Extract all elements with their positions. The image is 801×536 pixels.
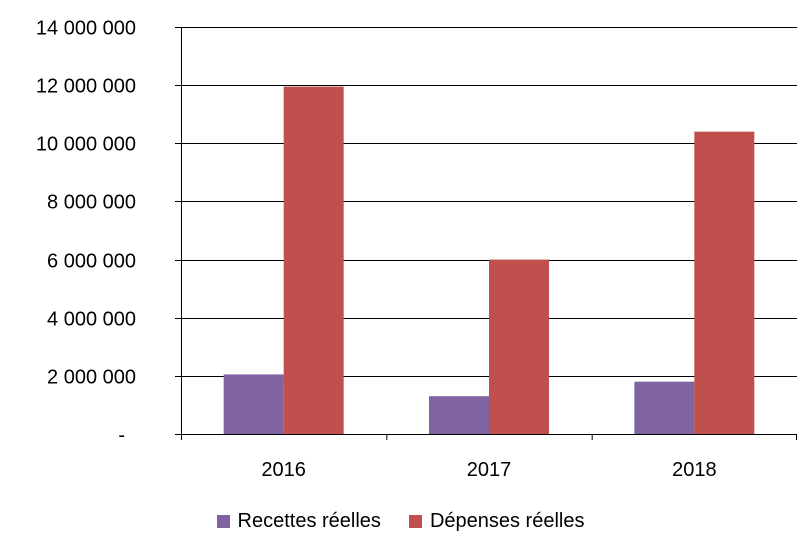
bar-depenses-2018 — [694, 131, 755, 434]
x-tick-label: 2017 — [467, 459, 512, 481]
axes — [175, 27, 797, 440]
bars — [223, 86, 755, 434]
legend-item-depenses: Dépenses réelles — [408, 509, 585, 533]
y-tick-label: 8 000 000 — [47, 192, 136, 214]
legend-item-recettes: Recettes réelles — [216, 509, 381, 533]
y-tick-label: 10 000 000 — [36, 134, 136, 156]
legend: Recettes réelles Dépenses réelles — [0, 506, 801, 536]
legend-label-depenses: Dépenses réelles — [429, 509, 585, 532]
y-tick-label: 12 000 000 — [36, 76, 136, 98]
legend-swatch-depenses — [408, 514, 422, 528]
bar-recettes-2016 — [223, 374, 284, 434]
tick-labels: - 2 000 000 4 000 000 6 000 000 8 000 000 10 … — [36, 18, 717, 482]
bar-depenses-2016 — [283, 86, 344, 434]
bar-recettes-2017 — [429, 396, 489, 434]
legend-label-recettes: Recettes réelles — [237, 509, 381, 532]
bar-depenses-2017 — [489, 259, 549, 434]
y-tick-label: 6 000 000 — [47, 251, 136, 273]
x-tick-label: 2018 — [672, 459, 717, 481]
y-tick-label: 2 000 000 — [47, 367, 136, 389]
x-tick-label: 2016 — [261, 459, 306, 481]
y-tick-label: - — [118, 425, 125, 447]
legend-swatch-recettes — [216, 514, 230, 528]
y-tick-label: 14 000 000 — [36, 18, 136, 40]
y-tick-label: 4 000 000 — [47, 309, 136, 331]
bar-recettes-2018 — [634, 381, 695, 434]
